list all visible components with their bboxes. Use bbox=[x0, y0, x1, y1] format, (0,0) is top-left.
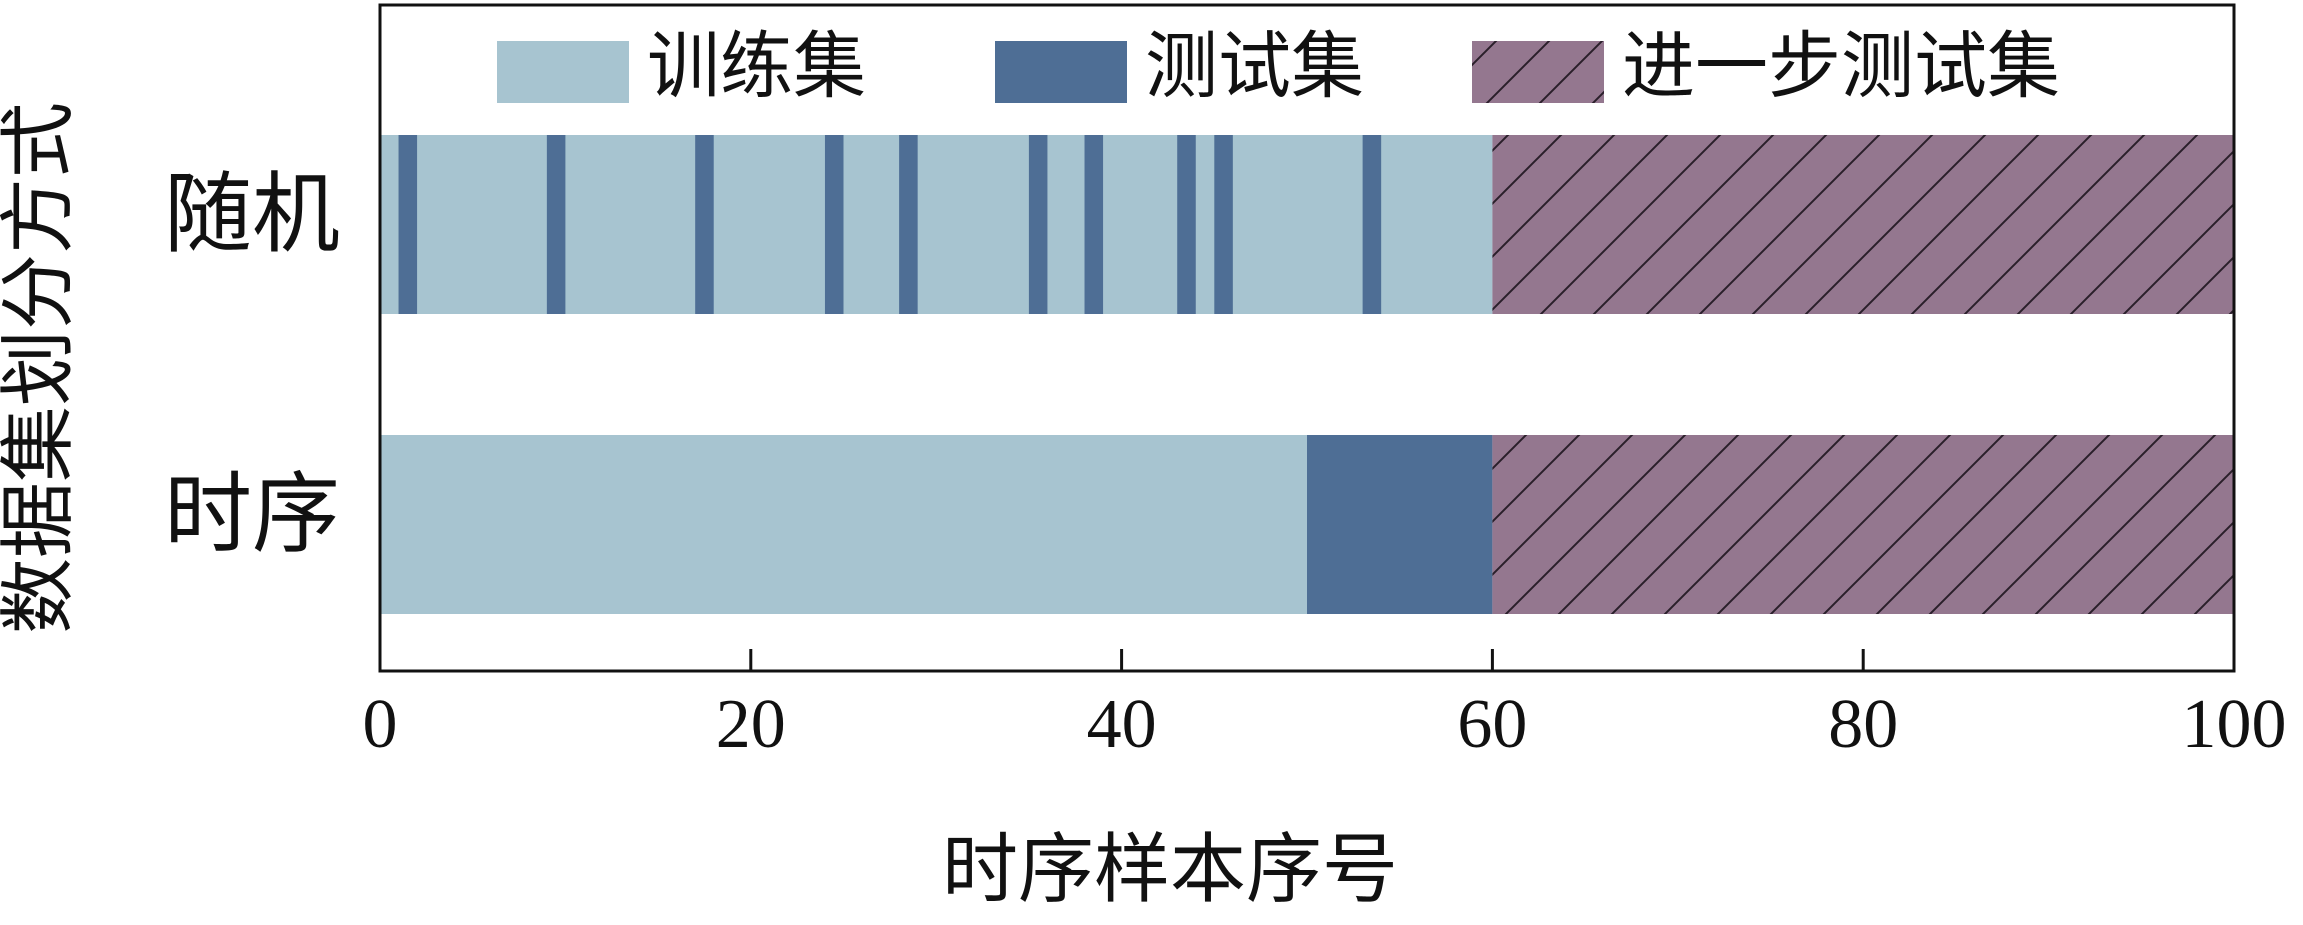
y-axis-label: 数据集划分方式 bbox=[0, 102, 81, 634]
segment bbox=[546, 135, 566, 314]
segment bbox=[1177, 135, 1196, 314]
segment bbox=[1307, 435, 1493, 614]
x-tick-label: 60 bbox=[1457, 686, 1527, 763]
x-tick-label: 20 bbox=[716, 686, 786, 763]
legend-swatch bbox=[995, 41, 1127, 103]
segment bbox=[1028, 135, 1048, 314]
x-tick-label: 40 bbox=[1087, 686, 1157, 763]
x-tick-label: 0 bbox=[363, 686, 398, 763]
legend-label: 训练集 bbox=[647, 26, 866, 107]
segment bbox=[380, 135, 1493, 314]
segment bbox=[380, 435, 1307, 614]
segment-hatch bbox=[1492, 435, 2234, 614]
legend-swatch bbox=[497, 41, 629, 103]
y-tick-label: 时序 bbox=[164, 468, 340, 565]
segment bbox=[824, 135, 844, 314]
x-axis-label: 时序样本序号 bbox=[942, 828, 1398, 912]
y-tick-label: 随机 bbox=[164, 168, 340, 265]
segment-hatch bbox=[1492, 135, 2234, 314]
segment bbox=[1362, 135, 1382, 314]
x-tick-label: 100 bbox=[2182, 686, 2287, 763]
legend-swatch-hatch bbox=[1472, 41, 1604, 103]
legend-label: 进一步测试集 bbox=[1622, 26, 2060, 107]
segment bbox=[398, 135, 418, 314]
segment bbox=[695, 135, 714, 314]
plot-frame bbox=[378, 3, 2236, 673]
segment bbox=[1084, 135, 1104, 314]
segment bbox=[899, 135, 918, 314]
segment bbox=[1214, 135, 1233, 314]
legend-label: 测试集 bbox=[1145, 26, 1364, 107]
x-tick-label: 80 bbox=[1828, 686, 1898, 763]
